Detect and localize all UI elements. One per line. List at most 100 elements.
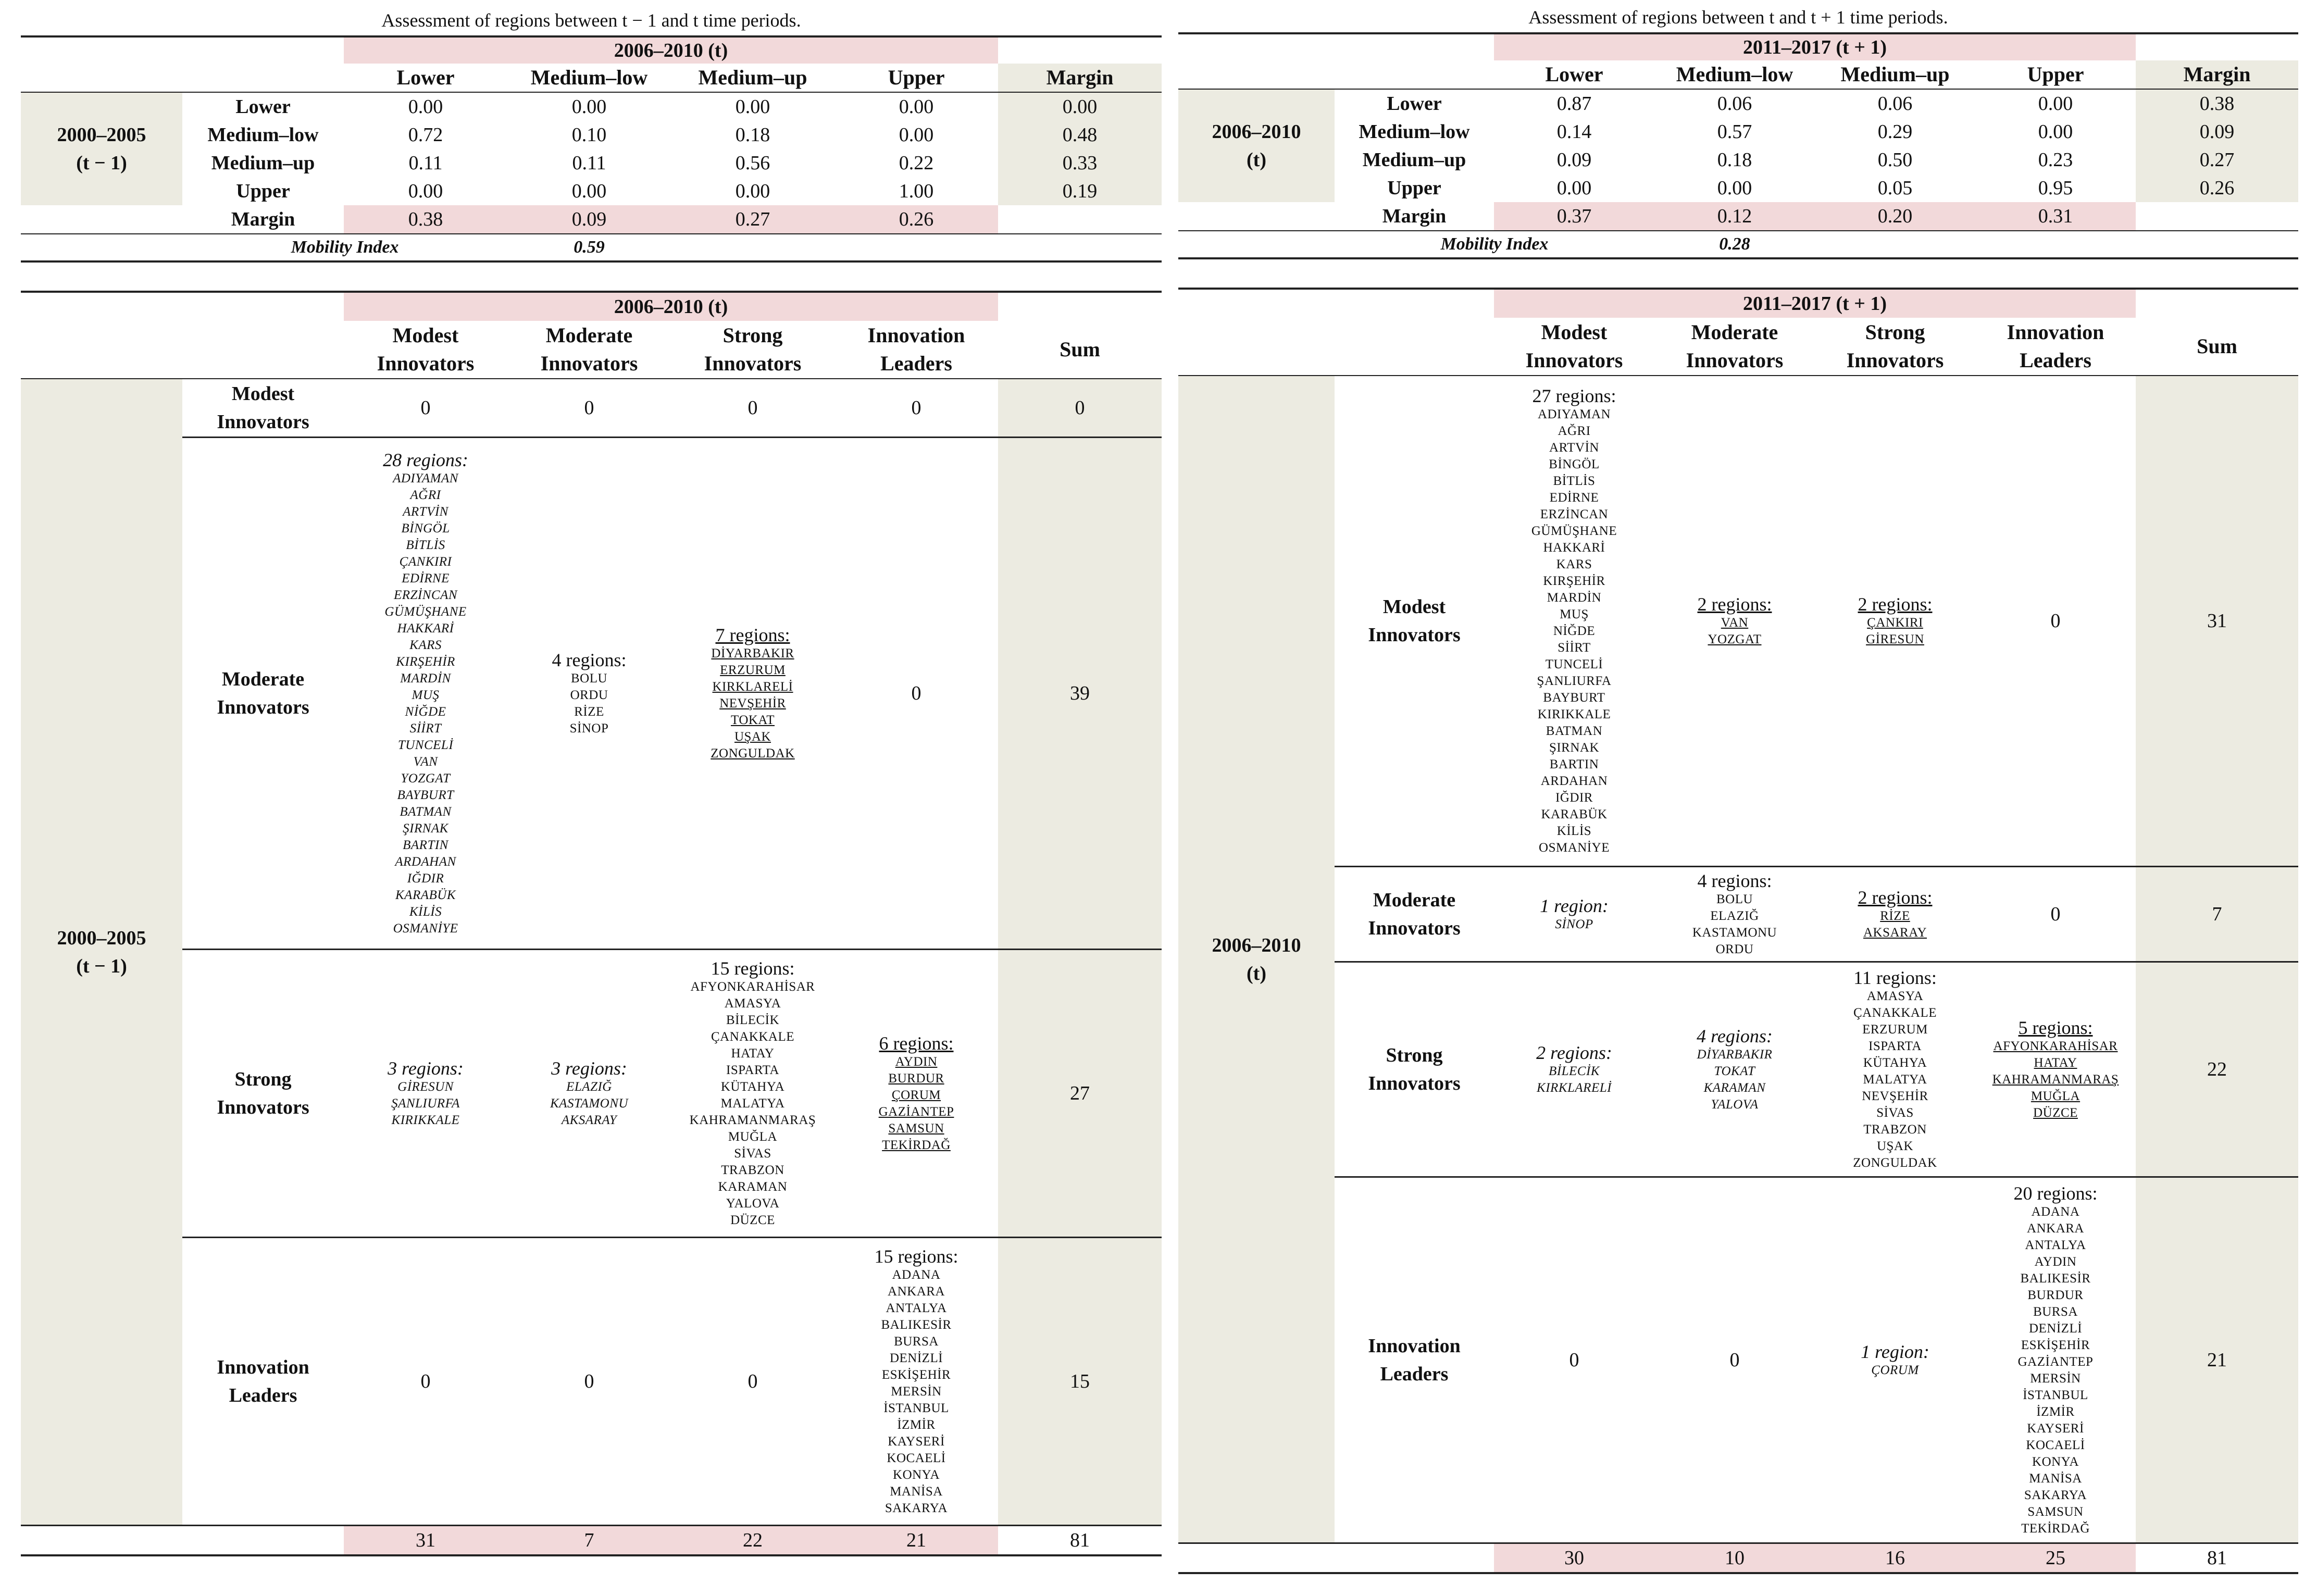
region-name: BALIKESİR [881, 1318, 952, 1332]
right-col-strong: Strong Innovators [1815, 318, 1975, 376]
left-col-medium-low: Medium–low [507, 64, 671, 93]
region-name: DÜZCE [730, 1213, 775, 1227]
right-cell: 0.00 [1717, 177, 1752, 199]
region-cell: 2 regions: ÇANKIRI GİRESUN [1815, 376, 1975, 867]
left-regions-row-period: 2000–2005 (t − 1) [21, 379, 182, 1526]
region-name: TUNCELİ [397, 738, 454, 752]
region-name: VAN [1721, 616, 1749, 630]
left-cell: 0.11 [408, 152, 443, 174]
left-row-margin: 0.00 [998, 92, 1162, 121]
left-col-margin-value: 0.09 [507, 205, 671, 234]
column-sum: 10 [1654, 1542, 1815, 1574]
right-cell: 0.50 [1877, 149, 1913, 171]
region-row-label: Modest Innovators [1368, 596, 1461, 646]
region-row-sum: 22 [2136, 961, 2299, 1177]
region-row-label: Moderate Innovators [1335, 866, 1494, 962]
left-row-margin: 0.33 [998, 149, 1162, 177]
region-name: BOLU [1716, 892, 1753, 906]
region-name: RİZE [1880, 909, 1910, 923]
region-name: KIRIKKALE [1537, 707, 1611, 721]
region-count: 0 [911, 397, 921, 419]
region-name: BAYBURT [397, 788, 454, 802]
region-name: NEVŞEHİR [1862, 1089, 1928, 1103]
region-name: ÇANKIRI [399, 555, 452, 569]
region-name: MANİSA [890, 1485, 943, 1499]
region-name: SİİRT [1558, 641, 1591, 655]
region-name: BURDUR [2027, 1288, 2084, 1302]
region-count: 0 [911, 682, 921, 704]
region-name: BATMAN [400, 805, 452, 819]
left-mobility-label: Mobility Index [182, 234, 507, 263]
left-cell: 0.22 [899, 152, 934, 174]
region-cell: 3 regions: GİRESUN ŞANLIURFA KIRIKKALE [344, 949, 507, 1238]
region-count: 0 [2050, 903, 2061, 925]
region-cell: 15 regions: ADANA ANKARA ANTALYA BALIKESİR BU… [834, 1237, 999, 1526]
region-name: MARDİN [1547, 591, 1602, 605]
left-regions-col-period: 2006–2010 (t) [344, 293, 999, 321]
region-row: Moderate Innovators 28 regions: ADIYAMAN AĞR… [21, 437, 1162, 950]
region-row-label: Strong Innovators [182, 949, 344, 1238]
region-name: ÇANAKKALE [1853, 1006, 1937, 1020]
right-section-divider [1178, 259, 2298, 290]
left-col-margin-value: 0.38 [344, 205, 507, 234]
right-row-label: Medium–low [1359, 121, 1470, 143]
region-name: ÇORUM [1871, 1363, 1919, 1377]
left-col-leaders: Innovation Leaders [834, 321, 999, 379]
region-name: ÇANAKKALE [711, 1030, 795, 1044]
column-sum: 30 [1494, 1542, 1654, 1574]
region-name: AYDIN [2034, 1255, 2077, 1269]
region-name: GÜMÜŞHANE [1531, 524, 1617, 538]
region-name: KİLİS [409, 905, 442, 919]
region-name: KASTAMONU [1692, 926, 1777, 940]
right-cell: 0.00 [2038, 93, 2073, 115]
left-panel: Assessment of regions between t − 1 and … [21, 9, 1162, 1556]
right-mobility-label: Mobility Index [1335, 231, 1654, 259]
region-name: ADANA [2031, 1205, 2080, 1219]
region-name: ELAZIĞ [1710, 909, 1759, 923]
region-name: HATAY [2034, 1056, 2077, 1070]
region-name: BURDUR [888, 1071, 944, 1086]
right-cell: 0.09 [1556, 149, 1592, 171]
region-count: 20 regions: [2013, 1183, 2098, 1204]
region-name: BİTLİS [406, 538, 445, 552]
region-name: ANTALYA [2025, 1238, 2086, 1252]
region-count: 0 [584, 1370, 594, 1392]
region-name: SİVAS [734, 1146, 771, 1161]
region-count: 2 regions: [1697, 594, 1772, 615]
right-cell: 0.95 [2038, 177, 2073, 199]
right-cell: 0.05 [1877, 177, 1913, 199]
region-name: İZMİR [897, 1418, 936, 1432]
left-mobility-value: 0.59 [507, 234, 671, 263]
column-sum: 16 [1815, 1542, 1975, 1574]
region-name: GÜMÜŞHANE [384, 605, 467, 619]
column-sum: 22 [671, 1525, 834, 1556]
region-name: ERZİNCAN [1540, 507, 1609, 521]
region-name: AMASYA [1866, 989, 1924, 1003]
region-name: IĞDIR [1555, 791, 1593, 805]
region-name: ORDU [1715, 942, 1754, 956]
region-cell: 0 [1654, 1176, 1815, 1543]
region-name: KIRŞEHİR [1543, 574, 1605, 588]
region-name: NEVŞEHİR [719, 696, 786, 710]
region-name: ARTVİN [1549, 441, 1599, 455]
right-cell: 0.14 [1556, 121, 1592, 143]
region-name: ŞANLIURFA [1537, 674, 1612, 688]
region-row: Innovation Leaders 0 0 1 region: ÇORUM 20 regi… [1178, 1176, 2299, 1543]
region-count: 15 regions: [874, 1246, 958, 1267]
region-name: IĞDIR [407, 871, 444, 886]
region-name: EDİRNE [402, 571, 450, 585]
region-name: MUĞLA [728, 1130, 778, 1144]
region-name: ERZİNCAN [393, 588, 458, 602]
region-name: TEKİRDAĞ [882, 1138, 951, 1152]
column-sum: 31 [344, 1525, 507, 1556]
region-name: MUŞ [412, 688, 440, 702]
right-row-margin: 0.27 [2136, 146, 2299, 174]
region-name: AFYONKARAHİSAR [1993, 1039, 2118, 1053]
region-name: KAYSERİ [888, 1435, 945, 1449]
region-name: AFYONKARAHİSAR [690, 980, 815, 994]
region-name: ISPARTA [1868, 1039, 1922, 1053]
region-name: ELAZIĞ [566, 1080, 612, 1094]
region-cell: 7 regions: DİYARBAKIR ERZURUM KIRKLARELİ NEV… [671, 437, 834, 950]
region-name: GAZİANTEP [2017, 1355, 2094, 1369]
region-cell: 0 [834, 379, 998, 438]
